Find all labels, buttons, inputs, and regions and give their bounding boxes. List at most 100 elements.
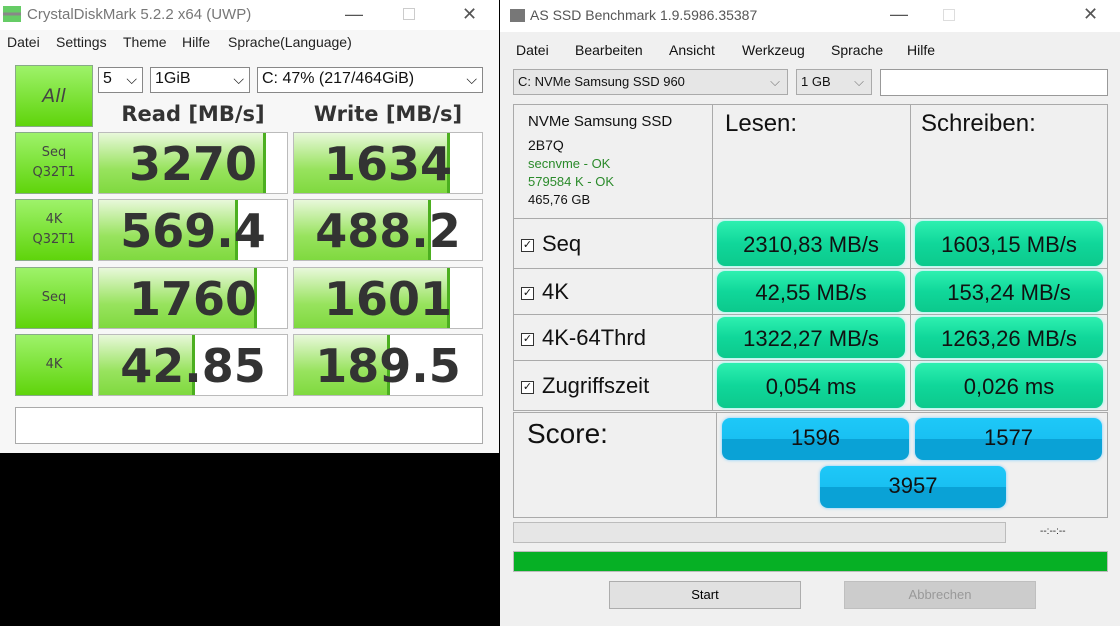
close-icon[interactable]: ✕ — [462, 4, 478, 24]
menu-ansicht[interactable]: Ansicht — [669, 42, 715, 58]
all-button[interactable]: All — [15, 65, 93, 127]
read-fill-bar — [99, 268, 257, 328]
write-result-3: 189.5 — [293, 334, 483, 396]
score-label: Score: — [513, 412, 717, 518]
comment-field[interactable] — [15, 407, 483, 444]
test-row-0[interactable]: ✓ Seq — [513, 218, 713, 269]
write-value: 189.5 — [315, 339, 461, 393]
checkbox-checked-icon[interactable]: ✓ — [521, 332, 534, 346]
menu-datei[interactable]: Datei — [516, 42, 549, 58]
write-fill-bar — [294, 200, 432, 260]
test-label: Zugriffszeit — [542, 373, 650, 398]
menu-hilfe[interactable]: Hilfe — [907, 42, 936, 58]
minimize-icon[interactable]: — — [345, 4, 363, 24]
read-header: Read [MB/s] — [121, 102, 265, 126]
read-value: 2310,83 MB/s — [717, 221, 905, 266]
abort-button[interactable]: Abbrechen — [844, 581, 1036, 609]
write-value: 1601 — [323, 272, 453, 326]
chevron-down-icon: ⌵ — [233, 71, 244, 87]
checkbox-checked-icon[interactable]: ✓ — [521, 286, 534, 300]
count-value: 5 — [103, 70, 112, 87]
read-value: 42.85 — [120, 339, 266, 393]
checkbox-checked-icon[interactable]: ✓ — [521, 380, 534, 394]
score-write: 1577 — [915, 418, 1102, 460]
menu-datei[interactable]: Datei — [7, 34, 40, 50]
drive-value: C: NVMe Samsung SSD 960 — [518, 74, 685, 89]
minimize-icon[interactable]: — — [890, 4, 908, 24]
test-row-2[interactable]: ✓ 4K-64Thrd — [513, 314, 713, 361]
write-value: 1603,15 MB/s — [915, 221, 1103, 266]
read-value: 42,55 MB/s — [717, 271, 905, 312]
test-progress-bar — [513, 522, 1006, 543]
cdm-title: CrystalDiskMark 5.2.2 x64 (UWP) — [27, 6, 252, 23]
maximize-icon[interactable] — [943, 9, 955, 21]
test-row-3[interactable]: ✓ Zugriffszeit — [513, 360, 713, 411]
asd-app-icon — [510, 9, 525, 22]
write-header: Schreiben: — [910, 104, 1108, 219]
start-button[interactable]: Start — [609, 581, 801, 609]
size-select[interactable]: 1GiB ⌵ — [150, 67, 250, 93]
read-value: 3270 — [128, 137, 258, 191]
asd-text-field[interactable] — [880, 69, 1108, 96]
size-value: 1GiB — [155, 70, 191, 87]
drive-name: NVMe Samsung SSD — [528, 113, 673, 130]
write-value: 1634 — [323, 137, 453, 191]
read-fill-bar — [99, 133, 267, 193]
test-label: Seq — [542, 231, 582, 256]
write-result-0: 1634 — [293, 132, 483, 194]
elapsed-time: --:--:-- — [1040, 526, 1066, 537]
test-row-1[interactable]: ✓ 4K — [513, 268, 713, 315]
write-fill-bar — [294, 335, 390, 395]
read-fill-bar — [99, 335, 195, 395]
score-read: 1596 — [722, 418, 909, 460]
overall-progress-fill — [514, 552, 1107, 571]
read-value: 0,054 ms — [717, 363, 905, 408]
write-value: 1263,26 MB/s — [915, 317, 1103, 358]
write-header: Write [MB/s] — [313, 102, 463, 126]
menu-bearbeiten[interactable]: Bearbeiten — [575, 42, 643, 58]
test-sublabel: Q32T1 — [32, 232, 76, 247]
close-icon[interactable]: ✕ — [1083, 4, 1099, 24]
test-button-1[interactable]: 4K Q32T1 — [15, 199, 93, 261]
menu-theme[interactable]: Theme — [123, 34, 167, 50]
test-label: Seq — [41, 145, 67, 160]
read-result-0: 3270 — [98, 132, 288, 194]
overall-progress-bar — [513, 551, 1108, 572]
asd-title: AS SSD Benchmark 1.9.5986.35387 — [530, 7, 758, 23]
read-result-3: 42.85 — [98, 334, 288, 396]
asd-title-bar: AS SSD Benchmark 1.9.5986.35387 — ✕ — [500, 0, 1120, 32]
menu-sprache[interactable]: Sprache — [831, 42, 884, 58]
menu-hilfe[interactable]: Hilfe — [182, 34, 211, 50]
maximize-icon[interactable] — [403, 8, 415, 20]
read-result-2: 1760 — [98, 267, 288, 329]
menu-settings[interactable]: Settings — [56, 34, 107, 50]
firmware: 2B7Q — [528, 137, 564, 153]
read-value: 1760 — [128, 272, 258, 326]
write-result-2: 1601 — [293, 267, 483, 329]
size-select[interactable]: 1 GB ⌵ — [796, 69, 872, 95]
checkbox-checked-icon[interactable]: ✓ — [521, 238, 534, 252]
test-label: 4K — [542, 279, 569, 304]
test-button-0[interactable]: Seq Q32T1 — [15, 132, 93, 194]
drive-info-panel: NVMe Samsung SSD 2B7Q secnvme - OK 57958… — [513, 104, 713, 219]
count-select[interactable]: 5 ⌵ — [98, 67, 143, 93]
read-header: Lesen: — [712, 104, 911, 219]
menu-werkzeug[interactable]: Werkzeug — [742, 42, 805, 58]
test-button-3[interactable]: 4K — [15, 334, 93, 396]
write-fill-bar — [294, 133, 451, 193]
read-result-1: 569.4 — [98, 199, 288, 261]
read-fill-bar — [99, 200, 239, 260]
capacity: 465,76 GB — [528, 192, 591, 207]
alignment-status: 579584 K - OK — [528, 174, 614, 189]
write-value: 488.2 — [315, 204, 461, 258]
write-value: 153,24 MB/s — [915, 271, 1103, 312]
write-fill-bar — [294, 268, 451, 328]
test-button-2[interactable]: Seq — [15, 267, 93, 329]
chevron-down-icon: ⌵ — [126, 71, 137, 87]
score-total: 3957 — [820, 466, 1006, 508]
read-value: 1322,27 MB/s — [717, 317, 905, 358]
drive-select[interactable]: C: NVMe Samsung SSD 960 ⌵ — [513, 69, 788, 95]
menu-language[interactable]: Sprache(Language) — [228, 34, 352, 50]
read-value: 569.4 — [120, 204, 266, 258]
drive-select[interactable]: C: 47% (217/464GiB) ⌵ — [257, 67, 483, 93]
